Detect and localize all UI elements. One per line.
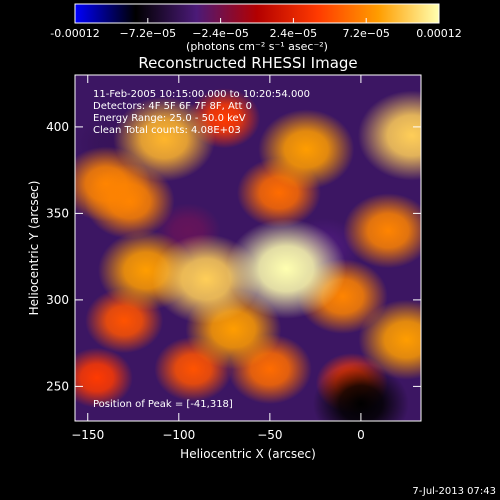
heatmap-source — [113, 96, 216, 182]
annotation-line: Clean Total counts: 4.08E+03 — [93, 125, 241, 136]
heatmap-layer — [75, 88, 421, 421]
x-axis: −150 −100 −50 0 — [71, 75, 365, 442]
heatmap-source — [84, 163, 175, 239]
y-tick-label: 250 — [46, 379, 69, 393]
heatmap-source — [312, 363, 409, 421]
x-tick-label: 0 — [357, 428, 365, 442]
plot-area — [75, 75, 421, 421]
y-axis-label: Heliocentric Y (arcsec) — [27, 181, 41, 316]
colorbar — [74, 3, 440, 24]
colorbar-tick-label: 7.2e−05 — [342, 27, 389, 40]
plot-frame — [74, 74, 422, 422]
peak-position-label: Position of Peak = [-41,318] — [93, 399, 233, 410]
colorbar-unit-label: (photons cm⁻² s⁻¹ asec⁻²) — [186, 40, 328, 53]
heatmap-source — [358, 299, 421, 380]
annotation-block: 11-Feb-2005 10:15:00.000 to 10:20:54.000… — [93, 89, 310, 136]
x-tick-label: −100 — [162, 428, 195, 442]
colorbar-tick-label: −2.4e−05 — [192, 27, 249, 40]
colorbar-tick-label: 2.4e−05 — [270, 27, 317, 40]
colorbar-tick-label: −7.2e−05 — [119, 27, 176, 40]
annotation-line: Detectors: 4F 5F 6F 7F 8F, Att 0 — [93, 101, 252, 112]
y-tick-label: 300 — [46, 293, 69, 307]
y-tick-label: 350 — [46, 206, 69, 220]
x-tick-label: −150 — [71, 428, 104, 442]
colorbar-tick-label: -0.00012 — [50, 27, 99, 40]
y-axis: 250 300 350 400 — [46, 120, 421, 393]
colorbar-ticks: -0.00012 −7.2e−05 −2.4e−05 2.4e−05 7.2e−05 0.… — [50, 18, 462, 40]
x-tick-label: −50 — [257, 428, 282, 442]
heatmap-source — [343, 193, 421, 269]
heatmap-source — [258, 109, 355, 190]
y-tick-label: 400 — [46, 120, 69, 134]
timestamp: 7-Jul-2013 07:43 — [412, 486, 496, 497]
colorbar-tick-label: 0.00012 — [416, 27, 462, 40]
x-axis-label: Heliocentric X (arcsec) — [180, 447, 316, 461]
annotation-line: Energy Range: 25.0 - 50.0 keV — [93, 113, 246, 124]
heatmap-source — [357, 90, 421, 181]
heatmap-source — [75, 347, 133, 408]
annotation-line: 11-Feb-2005 10:15:00.000 to 10:20:54.000 — [93, 89, 310, 100]
heatmap-source — [226, 218, 347, 319]
chart-title: Reconstructed RHESSI Image — [138, 54, 357, 72]
